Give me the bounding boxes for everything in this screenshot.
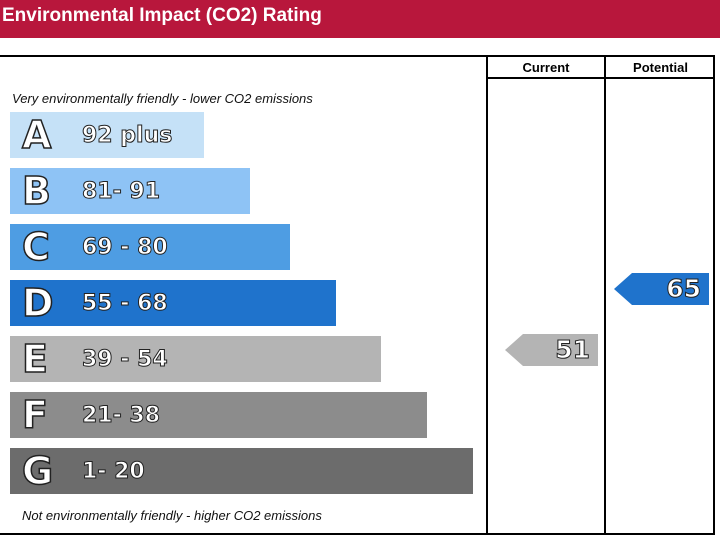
- page-title: Environmental Impact (CO2) Rating: [2, 5, 322, 26]
- band-letter: E: [21, 336, 48, 382]
- band-letter: C: [21, 224, 50, 270]
- band-range: 55 - 68: [82, 291, 169, 317]
- band-letter: B: [21, 168, 51, 214]
- band-g: G 1- 20: [10, 448, 473, 494]
- current-column-divider: [486, 55, 488, 535]
- band-range: 39 - 54: [82, 347, 169, 373]
- band-b: B 81- 91: [10, 168, 250, 214]
- current-rating-arrow: 51: [505, 334, 598, 366]
- potential-column-header: Potential: [633, 60, 688, 75]
- rating-frame: [0, 55, 715, 535]
- potential-column-divider: [604, 55, 606, 535]
- band-e: E 39 - 54: [10, 336, 381, 382]
- top-note: Very environmentally friendly - lower CO…: [12, 91, 313, 106]
- band-letter: F: [21, 392, 48, 438]
- band-c: C 69 - 80: [10, 224, 290, 270]
- header-bar: Environmental Impact (CO2) Rating: [0, 0, 720, 38]
- band-range: 69 - 80: [82, 235, 169, 261]
- bottom-note: Not environmentally friendly - higher CO…: [22, 508, 322, 523]
- column-header-divider: [486, 77, 715, 79]
- band-range: 1- 20: [82, 459, 146, 485]
- potential-rating-arrow: 65: [614, 273, 709, 305]
- band-letter: G: [21, 448, 54, 494]
- band-range: 21- 38: [81, 403, 161, 429]
- band-range: 92 plus: [81, 123, 173, 149]
- band-a: A 92 plus: [10, 112, 204, 158]
- band-f: F 21- 38: [10, 392, 427, 438]
- band-letter: D: [21, 280, 54, 326]
- current-column-header: Current: [522, 60, 570, 75]
- band-letter: A: [21, 112, 52, 158]
- band-d: D 55 - 68: [10, 280, 336, 326]
- current-rating-value: 51: [555, 335, 591, 365]
- band-range: 81- 91: [81, 179, 161, 205]
- potential-rating-value: 65: [666, 274, 702, 304]
